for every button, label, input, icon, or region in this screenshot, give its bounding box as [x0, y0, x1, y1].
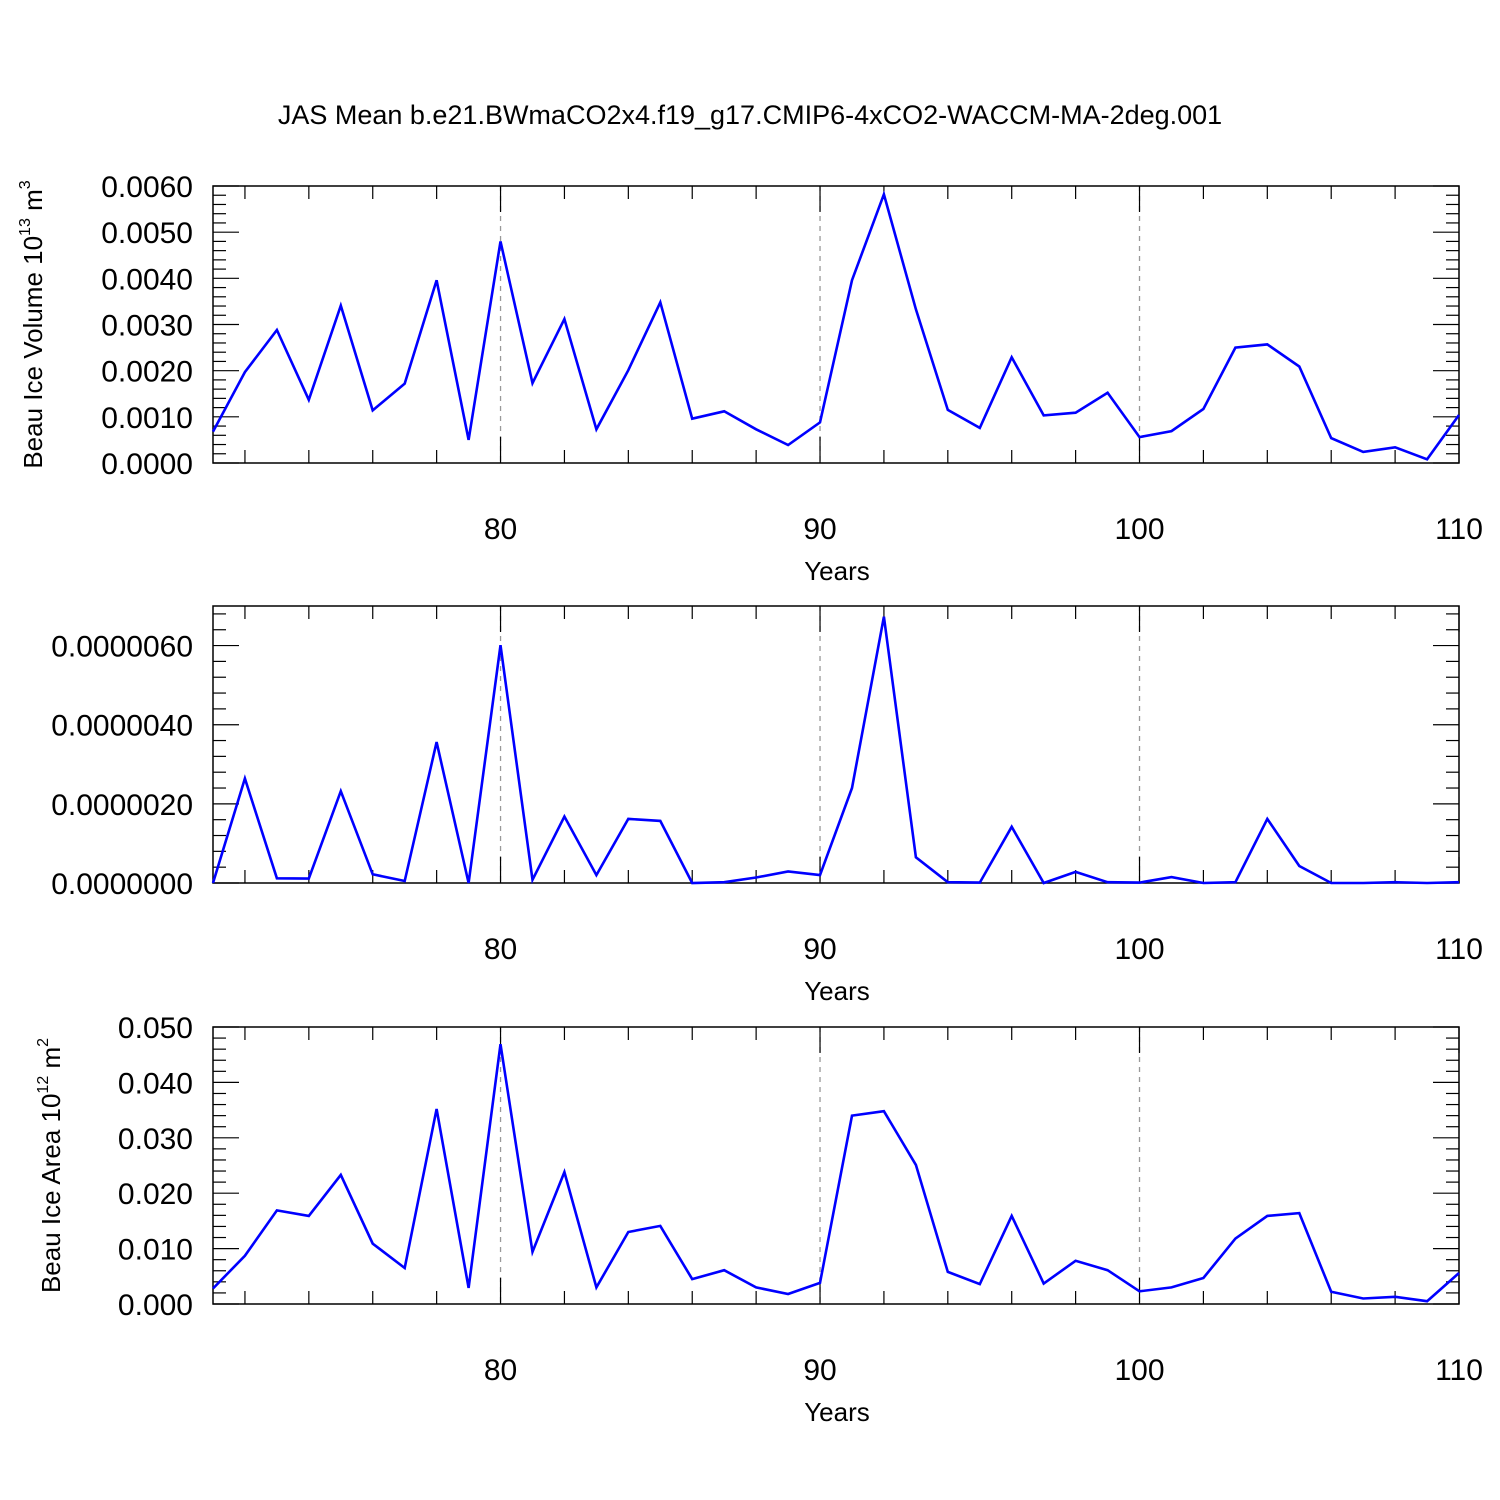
x-tick-label: 100 — [1114, 1354, 1164, 1387]
x-tick-label: 110 — [1435, 513, 1483, 546]
y-tick-label: 0.0000060 — [51, 631, 193, 664]
y-tick-label: 0.040 — [118, 1067, 193, 1100]
y-tick-label: 0.000 — [118, 1289, 193, 1322]
series-line — [211, 616, 1460, 885]
x-axis-title: Years — [804, 976, 870, 1006]
plot-frame — [212, 1026, 1460, 1305]
y-axis-title: Beau Ice Volume 1013 m3 — [17, 180, 48, 468]
x-axis-title: Years — [804, 556, 870, 586]
y-tick-label: 0.020 — [118, 1178, 193, 1211]
x-tick-label: 80 — [484, 933, 517, 966]
y-tick-label: 0.0030 — [101, 310, 193, 343]
x-tick-label: 110 — [1435, 933, 1483, 966]
y-tick-label: 0.0000020 — [51, 789, 193, 822]
x-tick-label: 90 — [803, 1354, 836, 1387]
y-tick-label: 0.050 — [118, 1012, 193, 1045]
x-axis-title: Years — [804, 1397, 870, 1427]
x-tick-label: 80 — [484, 513, 517, 546]
chart-title: JAS Mean b.e21.BWmaCO2x4.f19_g17.CMIP6-4… — [278, 100, 1222, 130]
panel-1: 0.0000 0.0010 0.0020 0.0030 0.0040 0.0050 0.00… — [17, 171, 1483, 586]
x-tick-label: 100 — [1114, 513, 1164, 546]
y-tick-label: 0.0020 — [101, 356, 193, 389]
y-tick-label: 0.0000040 — [51, 710, 193, 743]
series-line — [212, 1044, 1460, 1303]
plot-frame — [212, 605, 1460, 884]
y-tick-label: 0.0050 — [101, 217, 193, 250]
plot-frame — [212, 185, 1460, 464]
y-tick-label: 0.010 — [118, 1234, 193, 1267]
x-tick-label: 90 — [803, 933, 836, 966]
panel-3: 0.000 0.010 0.020 0.030 0.040 0.050 80 90 100 110… — [35, 1012, 1483, 1427]
y-tick-label: 0.0010 — [101, 402, 193, 435]
y-tick-label: 0.030 — [118, 1123, 193, 1156]
x-tick-label: 80 — [484, 1354, 517, 1387]
x-tick-label: 90 — [803, 513, 836, 546]
y-tick-label: 0.0000 — [101, 448, 193, 481]
panel-2: 0.0000000 0.0000020 0.0000040 0.0000060 80 90… — [51, 605, 1483, 1006]
y-tick-label: 0.0040 — [101, 263, 193, 296]
y-tick-label: 0.0000000 — [51, 868, 193, 901]
y-axis-title: Beau Ice Area 1012 m2 — [35, 1038, 66, 1293]
x-tick-label: 110 — [1435, 1354, 1483, 1387]
series-line — [211, 190, 1461, 461]
x-tick-label: 100 — [1114, 933, 1164, 966]
y-tick-label: 0.0060 — [101, 171, 193, 204]
